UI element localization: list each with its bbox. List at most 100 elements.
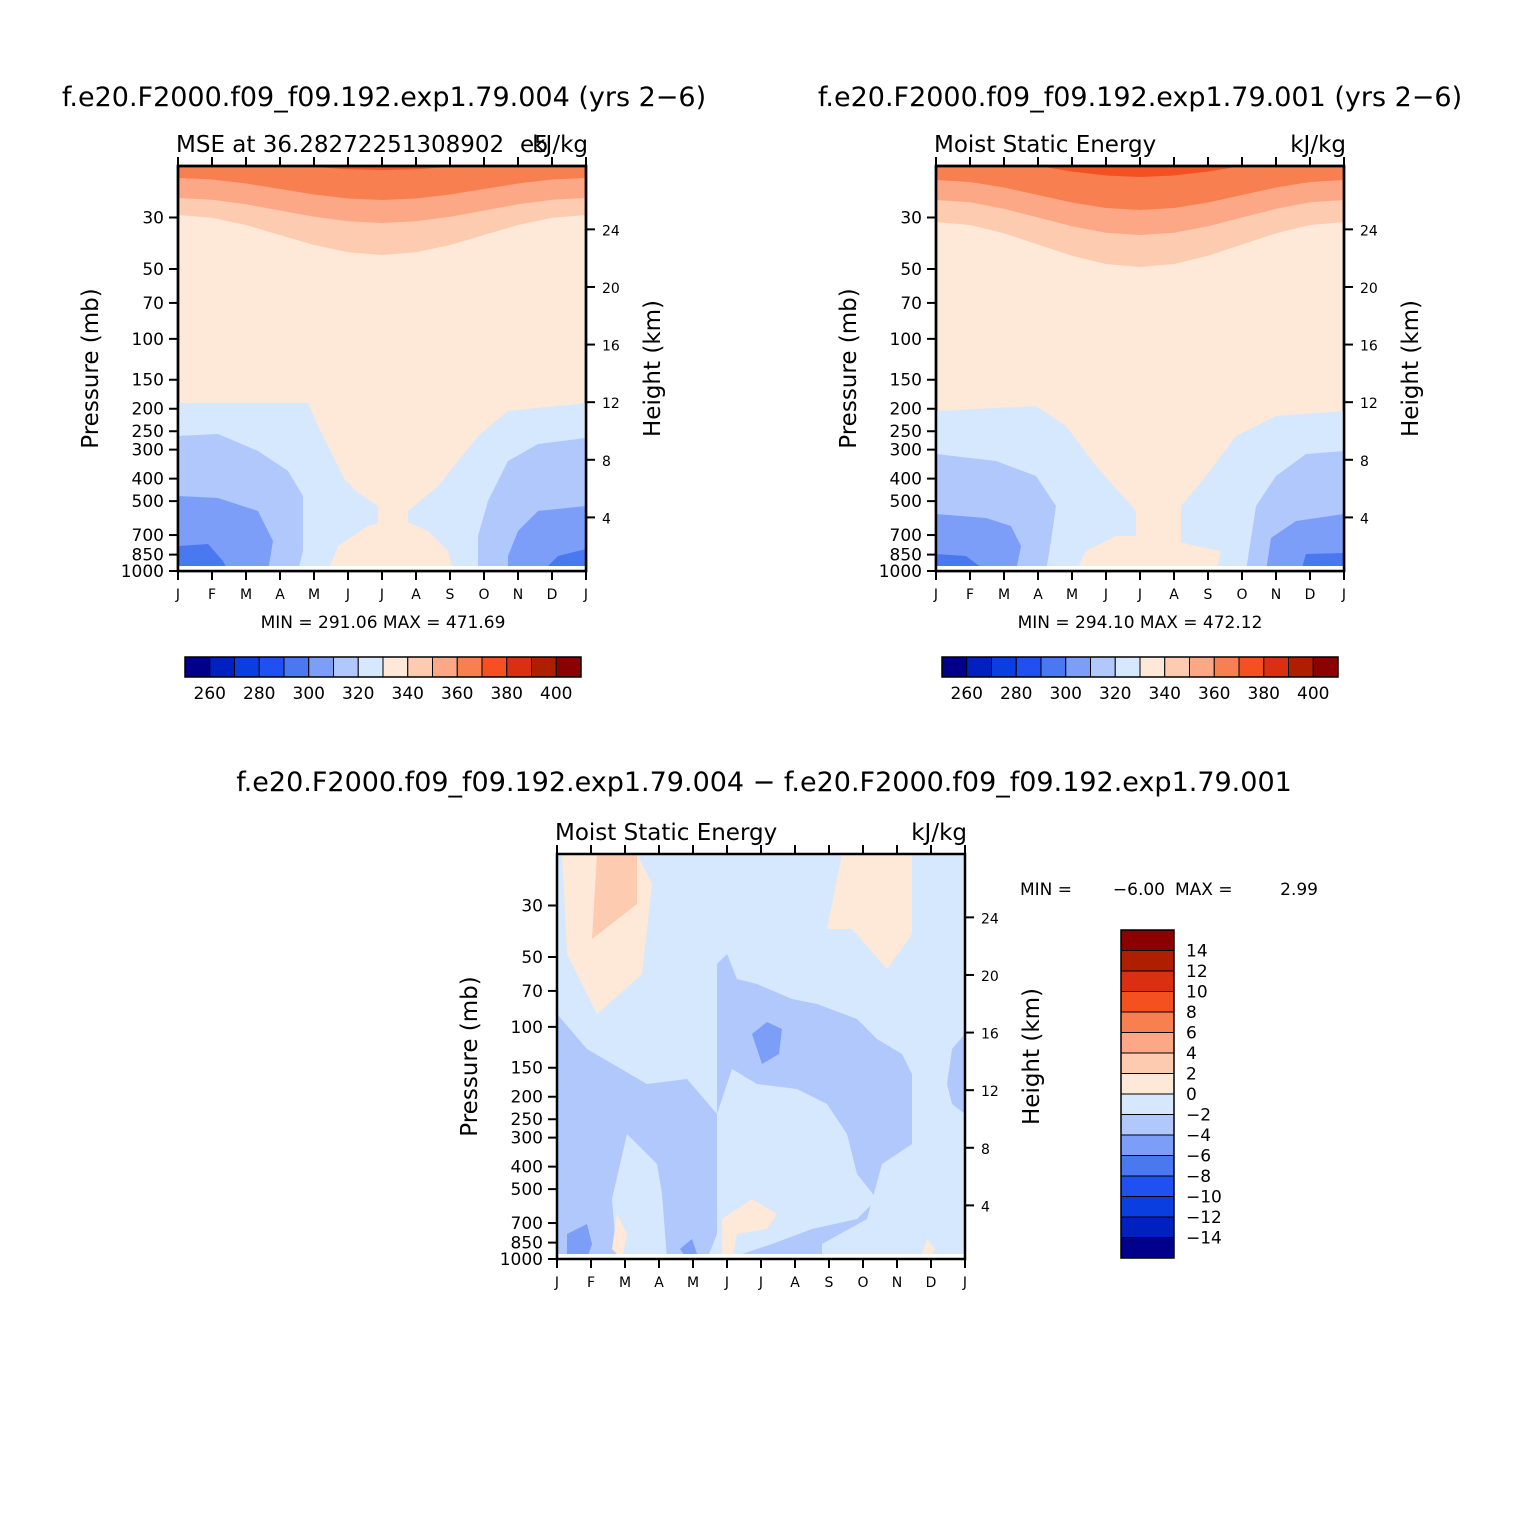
colorbar-swatch bbox=[1114, 656, 1141, 678]
x-tick-label: F bbox=[208, 587, 216, 603]
y-tick-label: 30 bbox=[900, 208, 922, 228]
x-tick-label: S bbox=[1204, 587, 1213, 603]
colorbar-label: 300 bbox=[1050, 684, 1082, 704]
subtitle-right: kJ/kg bbox=[1290, 132, 1346, 158]
colorbar-swatch bbox=[357, 656, 384, 678]
colorbar-swatch bbox=[1213, 656, 1240, 678]
x-tick-label: J bbox=[724, 1275, 729, 1291]
y-tick-right-label: 16 bbox=[1360, 339, 1378, 355]
colorbar-label: 380 bbox=[1248, 684, 1280, 704]
colorbar-label: 4 bbox=[1186, 1044, 1197, 1064]
colorbar-label: 280 bbox=[243, 684, 275, 704]
colorbar-swatch bbox=[1288, 656, 1314, 678]
colorbar-swatch bbox=[1065, 656, 1091, 678]
y-tick-label: 200 bbox=[132, 400, 164, 420]
colorbar-swatch bbox=[333, 656, 359, 678]
y-tick-label: 500 bbox=[890, 492, 922, 512]
y-tick-label: 400 bbox=[511, 1158, 543, 1178]
x-tick-label: O bbox=[478, 587, 489, 603]
colorbar-label: 0 bbox=[1186, 1085, 1197, 1105]
colorbar-label: 400 bbox=[1297, 684, 1329, 704]
colorbar-swatch bbox=[1120, 1052, 1175, 1074]
x-tick-label: J bbox=[1137, 587, 1142, 603]
x-tick-label: M bbox=[998, 587, 1010, 603]
surface-strip bbox=[936, 566, 1344, 571]
x-tick-label: N bbox=[892, 1275, 902, 1291]
x-tick-label: F bbox=[587, 1275, 595, 1291]
x-tick-label: M bbox=[1066, 587, 1078, 603]
colorbar-label: −6 bbox=[1186, 1147, 1211, 1167]
colorbar-swatch bbox=[1120, 970, 1175, 992]
y-tick-label: 100 bbox=[132, 330, 164, 350]
colorbar-swatch bbox=[1120, 1073, 1175, 1095]
y-tick-label: 150 bbox=[890, 371, 922, 391]
lower-region-4 bbox=[178, 544, 228, 571]
y-tick-label: 100 bbox=[511, 1018, 543, 1038]
colorbar-swatch bbox=[1120, 1011, 1175, 1033]
plot-frame bbox=[934, 164, 1346, 573]
y-tick-right-label: 12 bbox=[602, 396, 620, 412]
y-tick-label: 150 bbox=[511, 1059, 543, 1079]
x-tick-label: D bbox=[926, 1275, 937, 1291]
y-tick-right-label: 16 bbox=[981, 1027, 999, 1043]
panel-title-left: f.e20.F2000.f09_f09.192.exp1.79.004 (yrs… bbox=[62, 82, 706, 113]
y-tick-label: 700 bbox=[132, 526, 164, 546]
colorbar-label: 14 bbox=[1186, 942, 1208, 962]
subtitle-left: MSE at 36.28272251308902 bbox=[176, 132, 504, 158]
contour-region-10 bbox=[612, 1214, 627, 1259]
y-tick-label: 30 bbox=[521, 896, 543, 916]
subtitle-left: Moist Static Energy bbox=[934, 132, 1156, 158]
colorbar-label: 340 bbox=[392, 684, 424, 704]
colorbar-swatch bbox=[283, 656, 310, 678]
y-tick-label: 100 bbox=[890, 330, 922, 350]
colorbar-frame bbox=[184, 656, 582, 678]
contour-region-3 bbox=[557, 1014, 717, 1259]
colorbar-swatch bbox=[1120, 929, 1175, 951]
stats-right: MIN = 294.10 MAX = 472.12 bbox=[1018, 613, 1263, 633]
x-tick-label: J bbox=[554, 1275, 559, 1291]
subtitle-overlap-text: e5 bbox=[520, 132, 549, 158]
y-tick-label: 200 bbox=[890, 400, 922, 420]
colorbar-swatch bbox=[1120, 1175, 1175, 1197]
y-tick-label: 150 bbox=[132, 371, 164, 391]
y-axis-title: Pressure (mb) bbox=[836, 288, 862, 448]
colorbar-swatch bbox=[1139, 656, 1166, 678]
y-tick-label: 50 bbox=[142, 260, 164, 280]
y-tick-right-label: 12 bbox=[1360, 396, 1378, 412]
contour-region-4 bbox=[612, 1134, 667, 1259]
colorbar-swatch bbox=[1090, 656, 1116, 678]
colorbar-frame bbox=[1120, 929, 1175, 1259]
y-tick-right-label: 24 bbox=[1360, 223, 1378, 239]
y-tick-label: 850 bbox=[511, 1234, 543, 1254]
colorbar-label: 320 bbox=[1099, 684, 1131, 704]
colorbar-swatch bbox=[407, 656, 433, 678]
colorbar-label: 400 bbox=[540, 684, 572, 704]
colorbar-top-right: 260 280 300 320 340 360 380 400 bbox=[941, 656, 1339, 704]
panel-title-right: f.e20.F2000.f09_f09.192.exp1.79.001 (yrs… bbox=[818, 82, 1462, 113]
x-tick-label: N bbox=[513, 587, 523, 603]
x-tick-label: D bbox=[547, 587, 558, 603]
colorbar-label: 360 bbox=[441, 684, 473, 704]
contour-region-7 bbox=[752, 1022, 782, 1064]
colorbar-label: 300 bbox=[293, 684, 325, 704]
colorbar-swatch bbox=[1120, 1155, 1175, 1177]
lower-region-6 bbox=[328, 518, 453, 571]
colorbar-swatch bbox=[1120, 1032, 1175, 1054]
contour-region-13 bbox=[947, 1034, 965, 1114]
colorbar-swatch bbox=[1263, 656, 1289, 678]
colorbar-label: −8 bbox=[1186, 1167, 1211, 1187]
y-tick-right-label: 4 bbox=[1360, 511, 1369, 527]
stats-min-label: MIN = bbox=[1020, 880, 1072, 900]
y-tick-label: 700 bbox=[890, 526, 922, 546]
colorbar-swatch bbox=[1015, 656, 1042, 678]
colorbar-label: −2 bbox=[1186, 1106, 1211, 1126]
x-tick-label: A bbox=[275, 587, 285, 603]
colorbar-swatch bbox=[1120, 1134, 1175, 1156]
y-tick-label: 400 bbox=[132, 470, 164, 490]
x-tick-label: J bbox=[175, 587, 180, 603]
y-tick-right-label: 24 bbox=[981, 911, 999, 927]
subtitle-left: Moist Static Energy bbox=[555, 820, 777, 846]
colorbar-swatch bbox=[1040, 656, 1067, 678]
